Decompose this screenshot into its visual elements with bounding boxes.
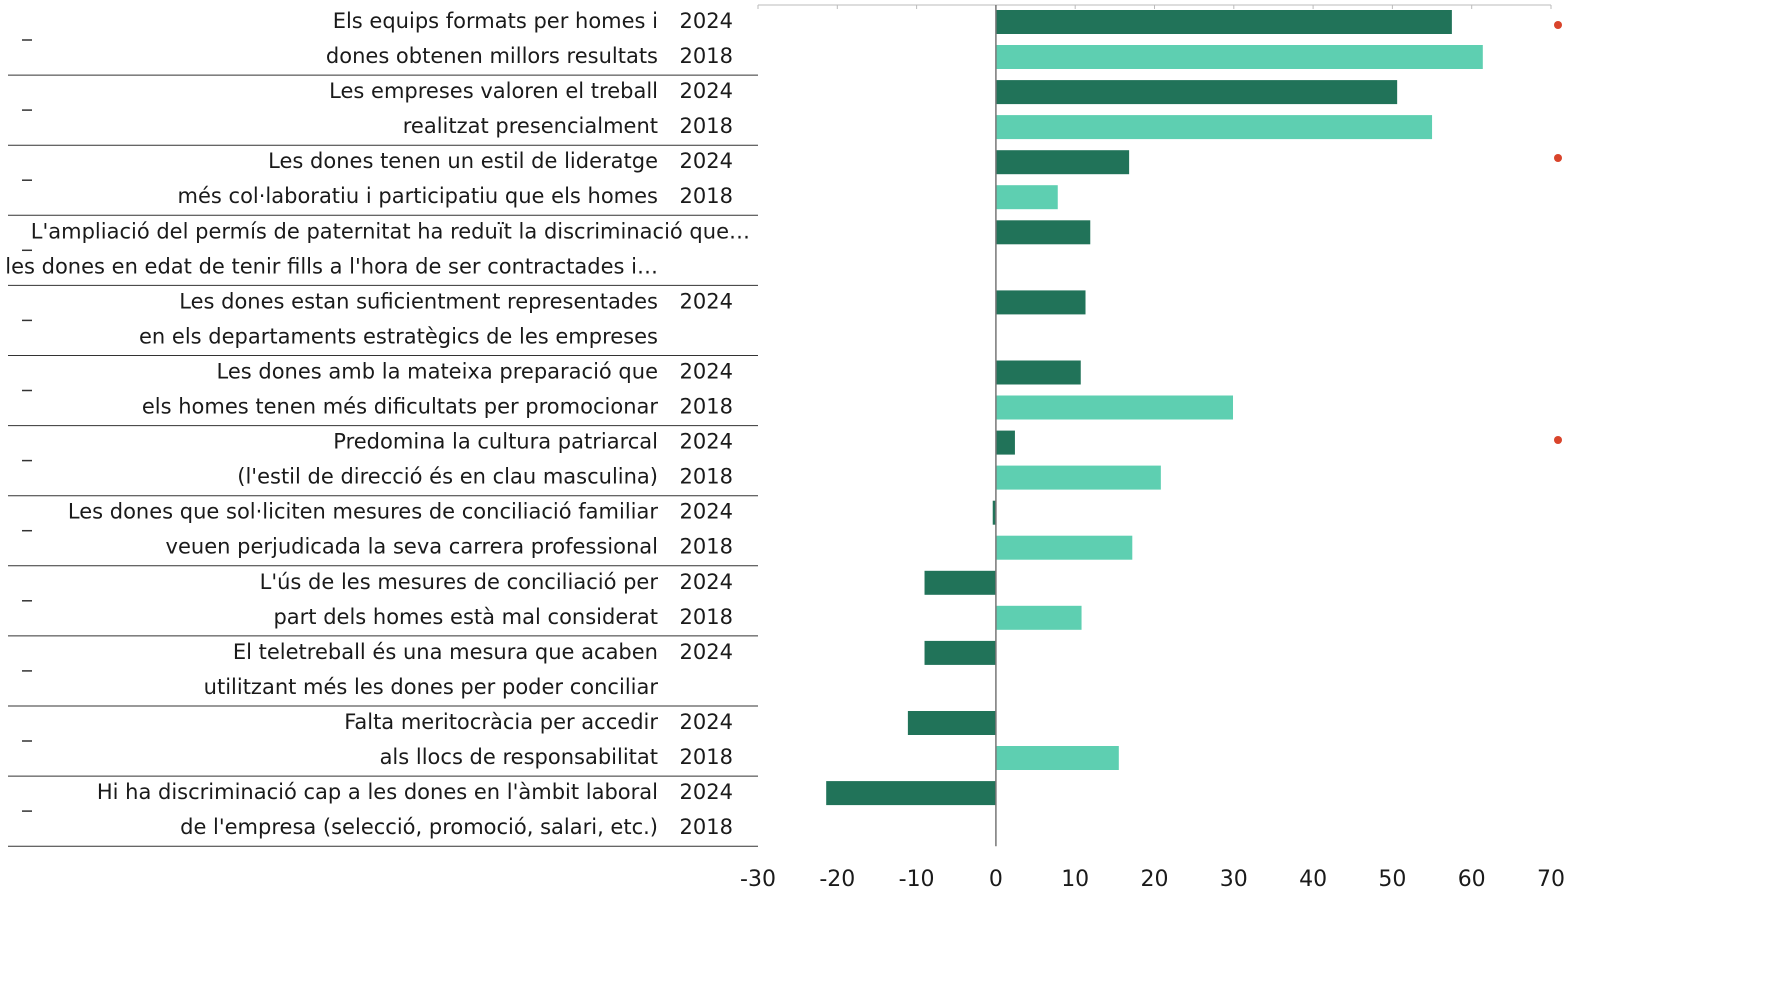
category-label: Les dones que sol·liciten mesures de con… — [68, 500, 658, 524]
x-tick-label: 30 — [1220, 867, 1248, 892]
bar — [995, 220, 1091, 245]
bar — [995, 746, 1119, 770]
year-label: 2024 — [680, 430, 733, 454]
category-label: Les dones amb la mateixa preparació que — [217, 360, 658, 384]
year-label: 2024 — [680, 149, 733, 173]
x-tick-label: 20 — [1141, 867, 1169, 892]
year-label: 2018 — [680, 44, 733, 68]
x-tick-label: -30 — [740, 867, 776, 892]
bar — [995, 395, 1234, 420]
category-label: Els equips formats per homes i — [333, 9, 658, 33]
year-label: 2018 — [680, 465, 733, 489]
category-label: Les dones estan suficientment representa… — [179, 289, 658, 313]
annotation-dot — [1554, 154, 1562, 162]
year-label: 2024 — [680, 780, 733, 804]
category-label: en els departaments estratègics de les e… — [139, 324, 658, 348]
category-label: veuen perjudicada la seva carrera profes… — [166, 535, 658, 559]
x-tick-label: 10 — [1061, 867, 1089, 892]
bar — [995, 290, 1086, 315]
category-label: als llocs de responsabilitat — [380, 745, 658, 769]
bar — [995, 465, 1161, 490]
x-tick-label: 70 — [1537, 867, 1565, 892]
year-label: 2024 — [680, 640, 733, 664]
category-label: (l'estil de direcció és en clau masculin… — [237, 465, 658, 489]
annotation-dot — [1554, 21, 1562, 29]
year-label: 2024 — [680, 360, 733, 384]
bar — [826, 781, 996, 806]
bar — [995, 605, 1082, 630]
bar — [992, 500, 996, 525]
x-tick-label: -20 — [819, 867, 855, 892]
category-label: Hi ha discriminació cap a les dones en l… — [97, 780, 658, 804]
category-label: Falta meritocràcia per accedir — [344, 710, 658, 734]
bar — [995, 80, 1398, 105]
x-tick-label: 50 — [1378, 867, 1406, 892]
year-label: 2018 — [680, 605, 733, 629]
bar — [995, 535, 1133, 560]
annotation-dot — [1554, 436, 1562, 444]
category-label: utilitzant més les dones per poder conci… — [204, 675, 659, 699]
year-label: 2018 — [680, 815, 733, 839]
category-label: les dones en edat de tenir fills a l'hor… — [5, 254, 658, 278]
year-label: 2024 — [680, 500, 733, 524]
x-tick-label: 0 — [989, 867, 1003, 892]
bar — [995, 430, 1015, 455]
year-label: 2024 — [680, 9, 733, 33]
year-label: 2018 — [680, 114, 733, 138]
category-label: els homes tenen més dificultats per prom… — [142, 395, 659, 419]
bar — [995, 360, 1081, 385]
x-tick-label: 40 — [1299, 867, 1327, 892]
bar — [995, 185, 1058, 210]
year-label: 2024 — [680, 289, 733, 313]
year-label: 2024 — [680, 570, 733, 594]
category-label: El teletreball és una mesura que acaben — [233, 640, 658, 664]
category-label: Predomina la cultura patriarcal — [333, 430, 658, 454]
category-label: més col·laboratiu i participatiu que els… — [178, 184, 658, 208]
bar — [995, 45, 1483, 69]
bar — [924, 640, 996, 665]
bar — [995, 115, 1433, 140]
year-label: 2018 — [680, 745, 733, 769]
category-label: Les dones tenen un estil de lideratge — [268, 149, 658, 173]
category-label: L'ús de les mesures de conciliació per — [260, 570, 659, 594]
category-label: dones obtenen millors resultats — [326, 44, 658, 68]
year-label: 2024 — [680, 710, 733, 734]
x-tick-label: 60 — [1458, 867, 1486, 892]
category-label: L'ampliació del permís de paternitat ha … — [31, 219, 750, 243]
year-label: 2018 — [680, 395, 733, 419]
bar — [995, 150, 1130, 175]
category-label: de l'empresa (selecció, promoció, salari… — [180, 815, 658, 839]
category-label: part dels homes està mal considerat — [273, 605, 658, 629]
bar — [924, 570, 996, 595]
year-label: 2018 — [680, 184, 733, 208]
category-label: realitzat presencialment — [403, 114, 658, 138]
bar — [907, 711, 996, 735]
year-label: 2024 — [680, 79, 733, 103]
category-label: Les empreses valoren el treball — [329, 79, 658, 103]
bar — [995, 10, 1452, 34]
year-label: 2018 — [680, 535, 733, 559]
x-tick-label: -10 — [899, 867, 935, 892]
